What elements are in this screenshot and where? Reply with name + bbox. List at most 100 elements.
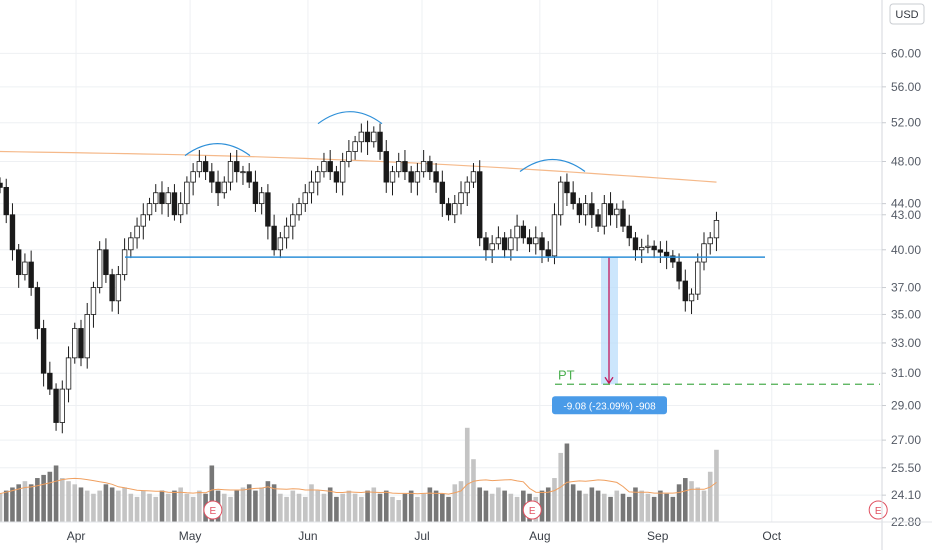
candle-body xyxy=(109,274,115,302)
candle-body xyxy=(90,287,97,315)
candle-body xyxy=(645,245,651,248)
candle xyxy=(28,250,34,296)
candle xyxy=(40,319,47,387)
candle xyxy=(258,186,265,215)
price-tick-label: 37.00 xyxy=(891,281,921,295)
candle-body xyxy=(271,225,277,251)
candle xyxy=(433,163,439,193)
volume-bar xyxy=(371,487,377,522)
volume-bar xyxy=(234,490,240,522)
candle-layer xyxy=(0,120,720,434)
volume-bar xyxy=(290,490,296,522)
candle-body xyxy=(246,171,252,183)
candle xyxy=(215,170,221,207)
volume-bar xyxy=(633,487,638,522)
candle xyxy=(396,152,402,178)
candle xyxy=(128,232,134,259)
time-axis[interactable]: Apr May Jun Jul Aug Sep Oct xyxy=(0,521,932,543)
candle xyxy=(614,203,620,229)
candle-body xyxy=(78,328,84,359)
volume-bar xyxy=(16,484,21,522)
volume-bar xyxy=(327,487,333,522)
price-target-label: PT xyxy=(558,367,575,382)
candle-body xyxy=(234,161,240,173)
candle-body xyxy=(477,171,483,239)
candle-body xyxy=(277,237,284,251)
candle-body xyxy=(713,220,720,239)
volume-bar xyxy=(147,493,152,522)
candle xyxy=(84,302,90,369)
candle xyxy=(9,203,16,261)
measurement-label: -9.08 (-23.09%) -908 xyxy=(563,401,656,412)
candle xyxy=(265,184,271,240)
volume-bar xyxy=(116,490,121,522)
candle-body xyxy=(315,171,321,183)
volume-bar xyxy=(701,490,707,522)
candle xyxy=(420,150,427,178)
candle-body xyxy=(134,225,140,239)
candle-body xyxy=(327,161,333,173)
candle xyxy=(72,322,78,364)
volume-bar xyxy=(334,496,339,522)
candle-body xyxy=(539,237,545,251)
candle xyxy=(663,240,670,270)
currency-badge[interactable]: USD xyxy=(889,3,925,25)
volume-bar xyxy=(259,487,264,522)
candle-body xyxy=(227,161,234,183)
candle-body xyxy=(670,255,676,263)
candle-body xyxy=(558,181,564,216)
candle-body xyxy=(533,237,539,245)
volume-bar xyxy=(134,496,140,522)
volume-bar xyxy=(78,487,84,522)
candle-body xyxy=(601,203,608,227)
pattern-arc-right-shoulder xyxy=(519,159,586,172)
candle xyxy=(402,150,408,180)
volume-bar xyxy=(427,487,433,522)
volume-bar xyxy=(602,493,607,522)
candle-body xyxy=(626,225,632,239)
candle-body xyxy=(209,171,215,183)
candle xyxy=(408,165,414,193)
volume-bar xyxy=(246,484,252,522)
earnings-label: E xyxy=(875,506,882,517)
volume-bar xyxy=(589,487,595,522)
volume-bar xyxy=(103,484,109,522)
candle xyxy=(632,232,639,261)
volume-bar xyxy=(84,490,90,522)
candle xyxy=(209,163,215,193)
volume-bar xyxy=(209,465,215,522)
volume-ma-layer xyxy=(0,477,717,495)
candle xyxy=(414,163,421,196)
volume-bar xyxy=(377,493,383,522)
candle xyxy=(333,165,340,193)
month-label: Aug xyxy=(529,529,550,543)
candle-body xyxy=(72,328,78,359)
candle xyxy=(483,232,489,261)
candle-body xyxy=(495,237,502,245)
candle-body xyxy=(171,192,178,216)
candle-body xyxy=(663,251,670,257)
candle xyxy=(103,238,109,283)
candle-body xyxy=(701,243,707,263)
candle-body xyxy=(146,203,153,216)
volume-bar xyxy=(346,490,352,522)
candle-body xyxy=(433,171,439,183)
candle-body xyxy=(489,243,495,251)
candle-body xyxy=(508,237,514,251)
volume-bar xyxy=(396,500,402,522)
earnings-marker: E xyxy=(868,500,888,520)
volume-bar xyxy=(415,496,420,522)
candle-body xyxy=(3,186,9,216)
price-tick-label: 48.00 xyxy=(891,154,921,168)
volume-bar xyxy=(197,490,202,522)
candle-body xyxy=(408,171,414,183)
volume-bar xyxy=(365,490,370,522)
earnings-label: E xyxy=(529,506,536,517)
candle xyxy=(607,192,614,226)
volume-bar xyxy=(440,493,445,522)
candle-body xyxy=(47,372,53,390)
candle xyxy=(34,281,41,340)
candle-body xyxy=(184,181,190,205)
